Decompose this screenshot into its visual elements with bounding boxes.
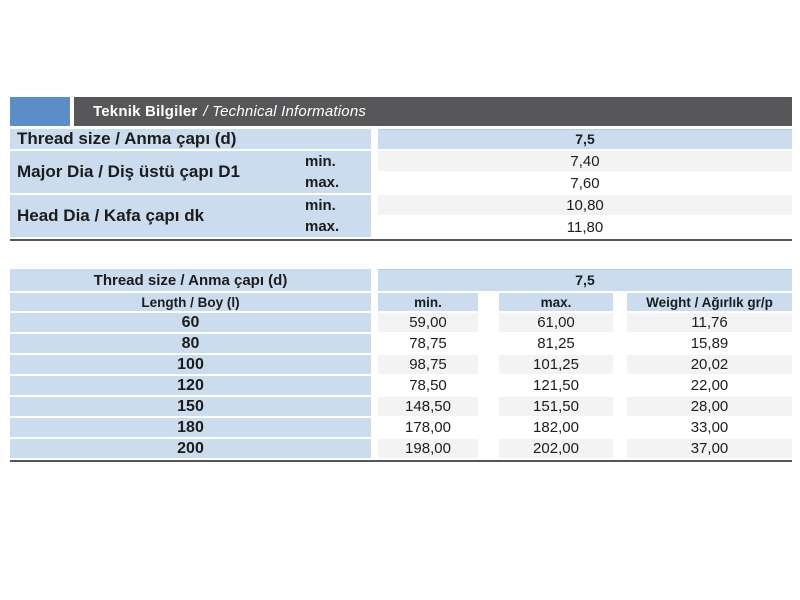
spec-label-text: Head Dia / Kafa çapı dk: [17, 206, 205, 225]
length-cell: 60: [10, 313, 371, 332]
min-cell: 148,50: [378, 397, 478, 416]
page-title: Teknik Bilgiler: [93, 103, 198, 120]
spec-head-max-value: 11,80: [378, 217, 792, 237]
length-table: Thread size / Anma çapı (d) 7,5 Length /…: [10, 269, 792, 458]
length-cell: 80: [10, 334, 371, 353]
weight-cell: 20,02: [627, 355, 792, 374]
weight-cell: 22,00: [627, 376, 792, 395]
weight-cell: 33,00: [627, 418, 792, 437]
weight-cell: 15,89: [627, 334, 792, 353]
min-label: min.: [305, 197, 336, 214]
spec-row-thread-value: 7,5: [378, 129, 792, 149]
spec-row-major-label: Major Dia / Diş üstü çapı D1 min. max.: [10, 151, 371, 193]
length-cell: 100: [10, 355, 371, 374]
max-cell: 182,00: [499, 418, 613, 437]
spec-major-max-value: 7,60: [378, 173, 792, 193]
min-cell: 78,75: [378, 334, 478, 353]
min-max-labels: min. max.: [305, 151, 371, 193]
max-cell: 202,00: [499, 439, 613, 458]
spec-row-thread-label: Thread size / Anma çapı (d): [10, 129, 371, 149]
length-table-thread-label: Thread size / Anma çapı (d): [10, 269, 371, 291]
content-area: Teknik Bilgiler / Technical Informations…: [10, 97, 792, 462]
header-bar: Teknik Bilgiler / Technical Informations: [74, 97, 792, 126]
weight-cell: 11,76: [627, 313, 792, 332]
column-header-weight: Weight / Ağırlık gr/p: [627, 293, 792, 311]
min-cell: 59,00: [378, 313, 478, 332]
column-header-length: Length / Boy (l): [10, 293, 371, 311]
header-gap: [70, 97, 74, 126]
table-divider: [10, 460, 792, 462]
max-label: max.: [305, 174, 340, 191]
spec-table: Thread size / Anma çapı (d) 7,5 Major Di…: [10, 129, 792, 237]
min-label: min.: [305, 153, 336, 170]
weight-cell: 37,00: [627, 439, 792, 458]
length-cell: 180: [10, 418, 371, 437]
spec-row-head-label: Head Dia / Kafa çapı dk min. max.: [10, 195, 371, 237]
min-cell: 78,50: [378, 376, 478, 395]
min-cell: 98,75: [378, 355, 478, 374]
spec-label-text: Major Dia / Diş üstü çapı D1: [17, 162, 240, 181]
max-cell: 151,50: [499, 397, 613, 416]
section-header: Teknik Bilgiler / Technical Informations: [10, 97, 792, 126]
max-cell: 101,25: [499, 355, 613, 374]
spec-head-min-value: 10,80: [378, 195, 792, 215]
column-header-max: max.: [499, 293, 613, 311]
page-title-translation: / Technical Informations: [203, 103, 367, 120]
max-cell: 81,25: [499, 334, 613, 353]
spec-label-text: Thread size / Anma çapı (d): [17, 129, 237, 148]
min-cell: 198,00: [378, 439, 478, 458]
max-label: max.: [305, 218, 340, 235]
length-cell: 200: [10, 439, 371, 458]
table-divider: [10, 239, 792, 241]
max-cell: 121,50: [499, 376, 613, 395]
length-table-thread-value: 7,5: [378, 269, 792, 291]
min-max-labels: min. max.: [305, 195, 371, 237]
spec-major-min-value: 7,40: [378, 151, 792, 171]
max-cell: 61,00: [499, 313, 613, 332]
min-cell: 178,00: [378, 418, 478, 437]
column-header-min: min.: [378, 293, 478, 311]
weight-cell: 28,00: [627, 397, 792, 416]
length-cell: 150: [10, 397, 371, 416]
accent-square: [10, 97, 70, 126]
length-cell: 120: [10, 376, 371, 395]
